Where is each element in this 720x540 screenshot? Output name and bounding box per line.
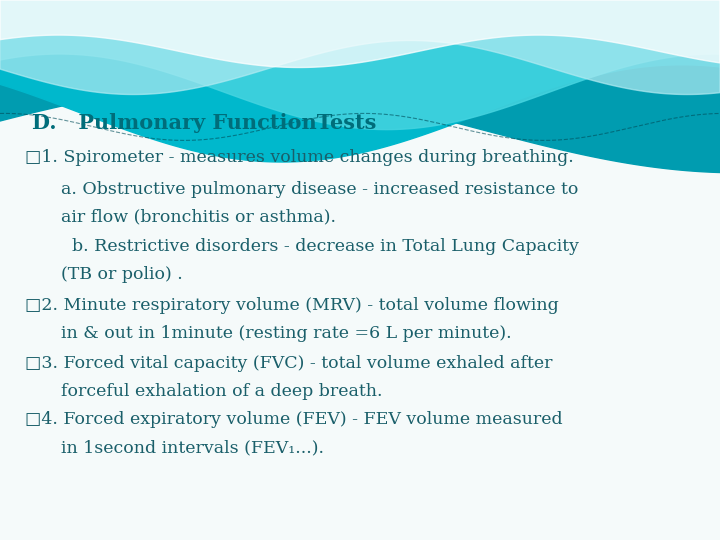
Text: D.   Pulmonary FunctionTests: D. Pulmonary FunctionTests — [32, 113, 377, 133]
Text: □3. Forced vital capacity (FVC) - total volume exhaled after: □3. Forced vital capacity (FVC) - total … — [25, 355, 553, 372]
Text: □4. Forced expiratory volume (FEV) - FEV volume measured: □4. Forced expiratory volume (FEV) - FEV… — [25, 411, 563, 428]
Text: forceful exhalation of a deep breath.: forceful exhalation of a deep breath. — [61, 383, 383, 400]
Text: b. Restrictive disorders - decrease in Total Lung Capacity: b. Restrictive disorders - decrease in T… — [72, 238, 579, 254]
Text: in & out in 1minute (resting rate =6 L per minute).: in & out in 1minute (resting rate =6 L p… — [61, 325, 512, 342]
Text: in 1second intervals (FEV₁...).: in 1second intervals (FEV₁...). — [61, 440, 324, 456]
Text: air flow (bronchitis or asthma).: air flow (bronchitis or asthma). — [61, 208, 336, 225]
Text: □2. Minute respiratory volume (MRV) - total volume flowing: □2. Minute respiratory volume (MRV) - to… — [25, 297, 559, 314]
Text: (TB or polio) .: (TB or polio) . — [61, 266, 183, 282]
Text: a. Obstructive pulmonary disease - increased resistance to: a. Obstructive pulmonary disease - incre… — [61, 181, 579, 198]
Text: □1. Spirometer - measures volume changes during breathing.: □1. Spirometer - measures volume changes… — [25, 148, 574, 165]
